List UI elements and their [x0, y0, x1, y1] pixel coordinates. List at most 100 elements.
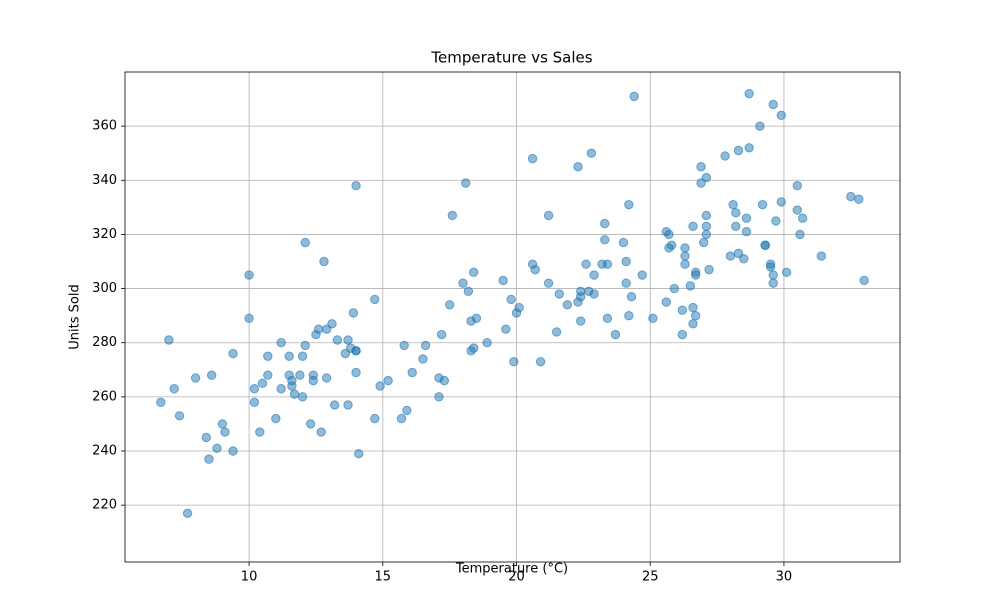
point — [795, 229, 805, 240]
point — [701, 172, 712, 183]
point — [666, 240, 677, 250]
point — [600, 235, 610, 245]
point — [575, 286, 586, 296]
point — [669, 283, 679, 294]
point — [602, 313, 613, 324]
y-axis-label: Units Sold — [68, 284, 83, 349]
point — [204, 454, 214, 464]
point — [589, 270, 599, 280]
point — [316, 427, 326, 437]
point — [343, 335, 353, 345]
point — [731, 208, 741, 218]
point — [506, 294, 516, 305]
point — [755, 121, 765, 131]
point — [249, 397, 260, 407]
point — [396, 413, 407, 424]
point — [618, 237, 629, 248]
point — [348, 308, 359, 318]
point — [629, 91, 639, 102]
point — [244, 313, 254, 324]
point — [581, 259, 591, 269]
point — [725, 251, 736, 261]
point — [276, 384, 286, 394]
point — [212, 443, 222, 453]
point — [527, 153, 538, 164]
point — [228, 446, 238, 456]
point — [263, 370, 273, 380]
y-tick-label: 220 — [92, 498, 117, 513]
point — [535, 356, 546, 367]
x-axis-label: Temperature (°C) — [455, 562, 568, 577]
point — [699, 237, 709, 248]
point — [305, 419, 316, 429]
point — [514, 302, 524, 313]
point — [220, 427, 230, 437]
point — [792, 205, 803, 215]
point — [688, 302, 698, 313]
chart-title: Temperature vs Sales — [430, 49, 592, 67]
point — [551, 327, 562, 337]
point — [586, 148, 597, 158]
point — [228, 348, 238, 359]
y-tick-label: 320 — [92, 227, 117, 242]
point — [447, 210, 458, 221]
point — [690, 310, 701, 321]
point — [744, 88, 754, 99]
point — [263, 351, 273, 361]
point — [174, 411, 185, 421]
point — [329, 400, 340, 410]
point — [562, 300, 573, 310]
point — [768, 278, 778, 288]
point — [469, 267, 479, 278]
point — [680, 259, 690, 269]
point — [637, 270, 647, 280]
point — [463, 286, 474, 296]
point — [284, 351, 294, 361]
point — [624, 199, 634, 210]
point — [482, 338, 492, 348]
point — [741, 227, 752, 237]
point — [797, 213, 808, 223]
point — [696, 162, 706, 172]
point — [648, 313, 658, 324]
point — [420, 340, 431, 351]
point — [554, 289, 564, 299]
point — [757, 199, 768, 210]
point — [471, 313, 482, 324]
point — [354, 449, 364, 459]
point — [407, 367, 417, 378]
point — [575, 316, 586, 326]
point — [297, 392, 308, 402]
point — [626, 291, 637, 302]
point — [701, 221, 712, 232]
point — [271, 413, 281, 424]
point — [343, 400, 353, 410]
point — [854, 194, 864, 204]
point — [602, 259, 613, 269]
point — [257, 378, 268, 389]
point — [720, 151, 730, 161]
point — [728, 199, 738, 210]
point — [739, 254, 749, 264]
point — [621, 278, 631, 288]
point — [164, 335, 174, 345]
point — [816, 251, 827, 261]
point — [190, 373, 201, 383]
point — [688, 221, 698, 232]
y-tick-label: 280 — [92, 335, 117, 350]
y-tick-label: 300 — [92, 281, 117, 296]
point — [436, 329, 447, 340]
point — [434, 392, 444, 402]
point — [255, 427, 265, 437]
point — [792, 181, 803, 191]
x-tick-label: 20 — [508, 570, 525, 585]
point — [399, 340, 409, 351]
point — [600, 218, 610, 229]
point — [509, 356, 519, 367]
point — [846, 191, 856, 202]
point — [332, 335, 343, 345]
x-tick-label: 10 — [241, 570, 258, 585]
point — [543, 278, 554, 288]
point — [741, 213, 752, 223]
